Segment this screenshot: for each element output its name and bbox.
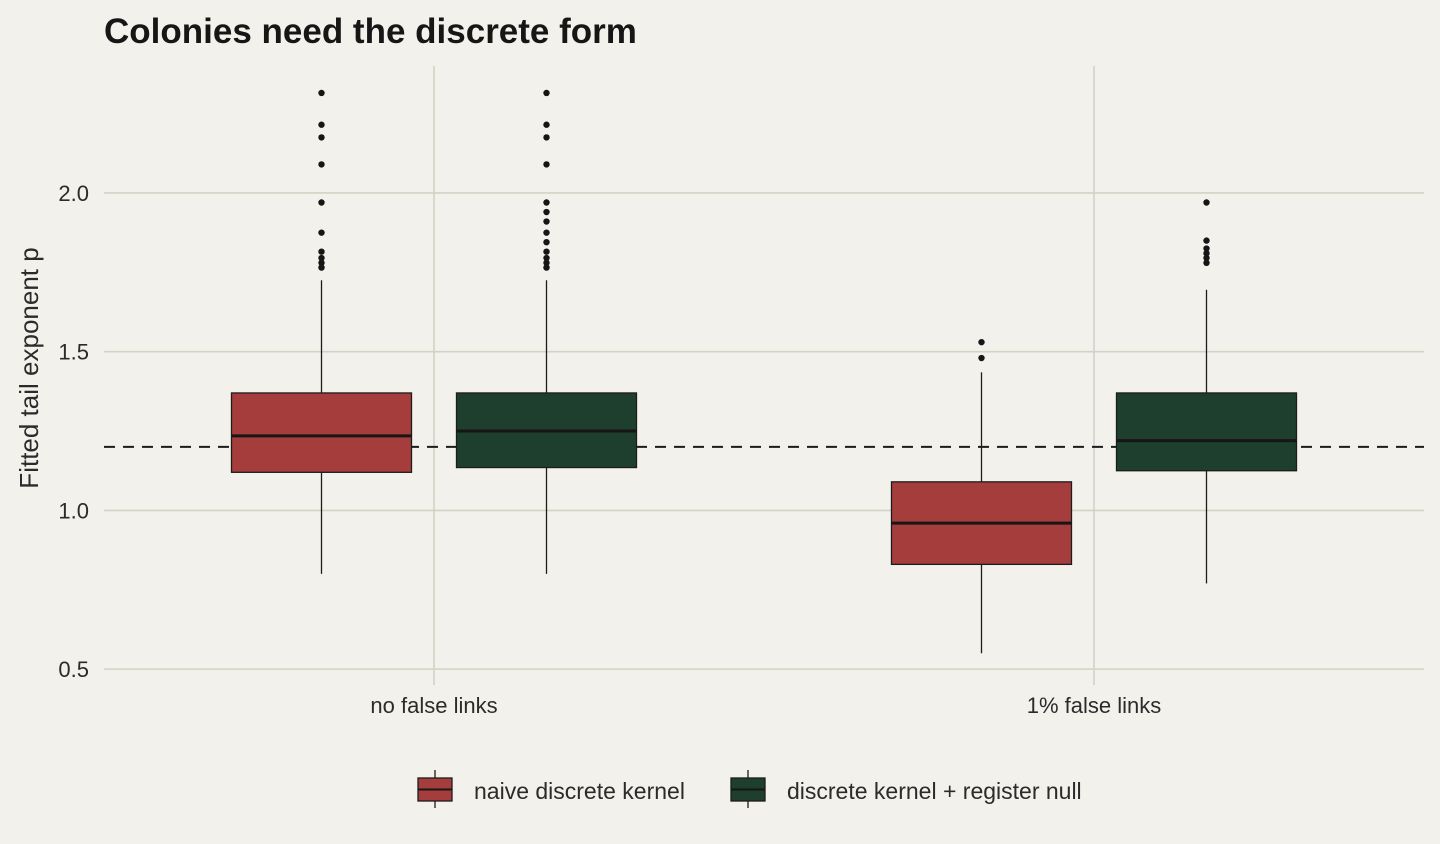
outlier-point (543, 199, 550, 206)
outlier-point (978, 354, 985, 362)
outlier-point (543, 248, 550, 255)
outlier-point (543, 254, 550, 262)
box-register-null (1115, 199, 1298, 584)
legend-label: discrete kernel + register null (787, 778, 1082, 804)
legend-item: naive discrete kernel (417, 770, 685, 808)
legend-label: naive discrete kernel (474, 778, 685, 804)
outlier-point (318, 134, 325, 141)
outlier-point (543, 208, 550, 216)
outlier-point (318, 199, 325, 206)
y-tick-label: 2.0 (58, 181, 89, 206)
x-tick-label: no false links (370, 693, 497, 718)
box-body (230, 392, 413, 473)
x-axis-ticks: no false links 1% false links (370, 693, 1161, 718)
y-axis-ticks: 0.5 1.0 1.5 2.0 (58, 181, 89, 682)
y-tick-label: 0.5 (58, 657, 89, 682)
outlier-point (543, 134, 550, 141)
outlier-point (543, 121, 550, 128)
outlier-point (318, 248, 325, 255)
outlier-point (543, 89, 550, 97)
outlier-point (1203, 250, 1210, 257)
outlier-point (1203, 254, 1210, 262)
outlier-point (318, 264, 325, 271)
outlier-point (543, 238, 550, 246)
outlier-point (543, 259, 550, 267)
outlier-point (543, 161, 550, 168)
chart-title: Colonies need the discrete form (104, 12, 637, 51)
box-naive (230, 89, 413, 574)
outlier-point (318, 259, 325, 267)
outlier-point (318, 254, 325, 262)
y-tick-label: 1.0 (58, 498, 89, 523)
y-tick-label: 1.5 (58, 340, 89, 365)
legend-item: discrete kernel + register null (730, 770, 1082, 808)
outlier-point (1203, 199, 1210, 206)
box-register-null (455, 89, 638, 574)
outlier-point (318, 229, 325, 236)
outlier-point (318, 161, 325, 168)
outlier-point (543, 229, 550, 236)
box-naive (890, 338, 1073, 654)
outlier-point (318, 89, 325, 97)
outlier-point (318, 121, 325, 128)
box-body (1115, 392, 1298, 472)
legend: naive discrete kernel discrete kernel + r… (417, 770, 1082, 808)
outlier-point (1203, 259, 1210, 267)
boxes (230, 89, 1298, 654)
x-tick-label: 1% false links (1027, 693, 1162, 718)
grid (104, 66, 1424, 685)
outlier-point (543, 264, 550, 271)
y-axis-title: Fitted tail exponent p (14, 247, 44, 488)
outlier-point (1203, 245, 1210, 252)
outlier-point (1203, 237, 1210, 244)
outlier-point (543, 218, 550, 225)
outlier-point (978, 338, 985, 346)
